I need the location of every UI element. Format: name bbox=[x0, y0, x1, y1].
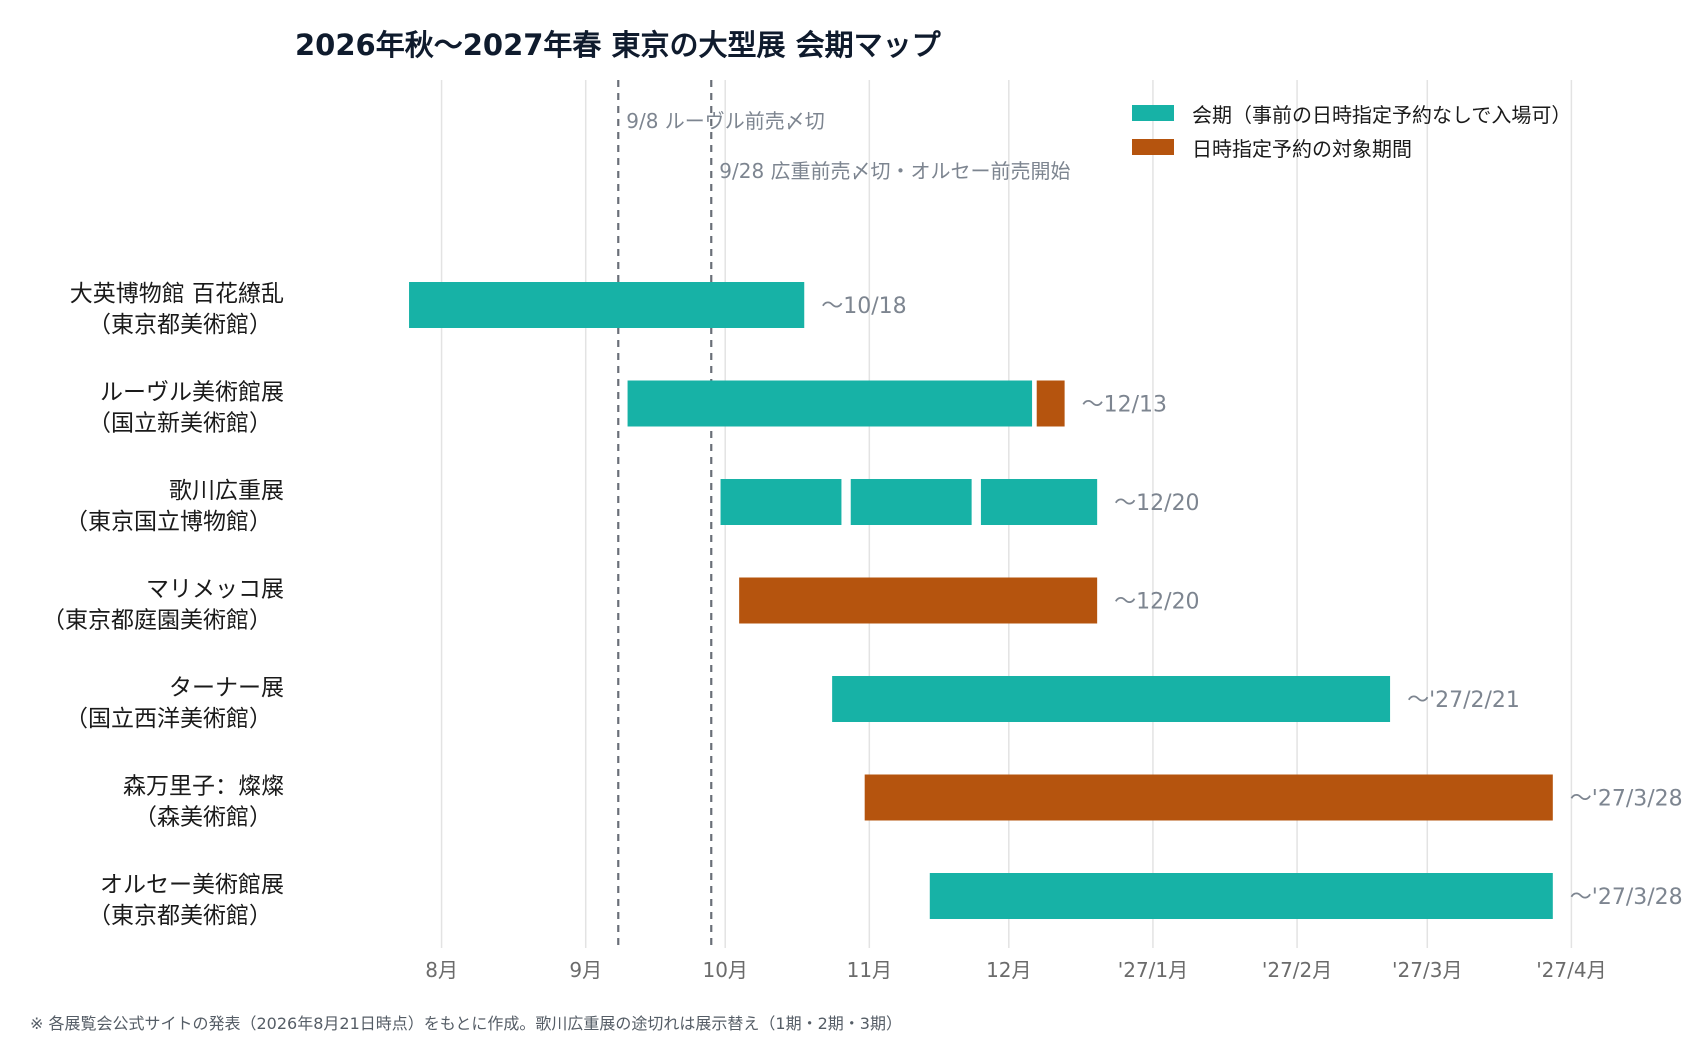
end-date-label: 〜12/20 bbox=[1114, 491, 1199, 516]
bar-segment-open bbox=[720, 479, 842, 525]
end-date-label: 〜'27/3/28 bbox=[1570, 885, 1683, 910]
legend-label-open: 会期（事前の日時指定予約なしで入場可） bbox=[1192, 102, 1572, 127]
x-tick-label: 8月 bbox=[425, 958, 458, 982]
x-tick-label: '27/3月 bbox=[1392, 958, 1462, 982]
row-label-venue: （東京都美術館） bbox=[88, 903, 272, 929]
bar-segment-open bbox=[832, 676, 1391, 722]
x-tick-label: 10月 bbox=[702, 958, 747, 982]
row-label-name: ルーヴル美術館展 bbox=[100, 380, 284, 406]
row-label-venue: （東京都美術館） bbox=[88, 312, 272, 338]
end-date-label: 〜12/13 bbox=[1082, 393, 1167, 418]
x-tick-label: '27/2月 bbox=[1262, 958, 1332, 982]
x-tick-label: 9月 bbox=[569, 958, 602, 982]
end-date-label: 〜'27/2/21 bbox=[1407, 688, 1520, 713]
end-date-label: 〜'27/3/28 bbox=[1570, 787, 1683, 812]
x-tick-label: '27/1月 bbox=[1118, 958, 1188, 982]
row-label-venue: （東京都庭園美術館） bbox=[42, 608, 272, 634]
x-tick-label: 11月 bbox=[847, 958, 892, 982]
row-label-name: 歌川広重展 bbox=[169, 478, 284, 504]
row-label-venue: （国立西洋美術館） bbox=[65, 706, 272, 732]
legend-item-reserved: 日時指定予約の対象期間 bbox=[1132, 130, 1571, 164]
bar-segment-open bbox=[850, 479, 972, 525]
bar-segment-open bbox=[929, 873, 1553, 919]
bar-segment-reserved bbox=[864, 774, 1553, 821]
chart-title: 2026年秋〜2027年春 東京の大型展 会期マップ bbox=[295, 28, 941, 62]
row-label-name: マリメッコ展 bbox=[146, 577, 284, 603]
reference-label-1: 9/28 広重前売〆切・オルセー前売開始 bbox=[719, 159, 1070, 183]
footnote: ※ 各展覧会公式サイトの発表（2026年8月21日時点）をもとに作成。歌川広重展… bbox=[30, 1014, 902, 1033]
bar-segment-open bbox=[980, 479, 1098, 525]
reference-label-0: 9/8 ルーヴル前売〆切 bbox=[626, 109, 825, 133]
end-date-label: 〜10/18 bbox=[821, 294, 906, 319]
end-date-label: 〜12/20 bbox=[1114, 590, 1199, 615]
row-label-name: 大英博物館 百花繚乱 bbox=[70, 281, 284, 307]
legend: 会期（事前の日時指定予約なしで入場可） 日時指定予約の対象期間 bbox=[1132, 96, 1571, 164]
row-label-venue: （森美術館） bbox=[134, 805, 272, 831]
row-label-name: オルセー美術館展 bbox=[100, 872, 284, 898]
row-label-name: ターナー展 bbox=[169, 675, 284, 701]
legend-item-open: 会期（事前の日時指定予約なしで入場可） bbox=[1132, 96, 1571, 130]
x-tick-label: 12月 bbox=[986, 958, 1031, 982]
x-tick-label: '27/4月 bbox=[1536, 958, 1606, 982]
bar-segment-open bbox=[409, 282, 805, 328]
bar-segment-open bbox=[627, 380, 1033, 427]
legend-swatch-reserved bbox=[1132, 139, 1174, 155]
legend-swatch-open bbox=[1132, 105, 1174, 121]
bar-segment-reserved bbox=[739, 577, 1098, 624]
bar-segment-reserved bbox=[1036, 380, 1065, 427]
legend-label-reserved: 日時指定予約の対象期間 bbox=[1192, 136, 1412, 161]
row-label-name: 森万里子：燦燦 bbox=[123, 774, 284, 800]
row-label-venue: （国立新美術館） bbox=[88, 411, 272, 437]
row-label-venue: （東京国立博物館） bbox=[65, 509, 272, 535]
